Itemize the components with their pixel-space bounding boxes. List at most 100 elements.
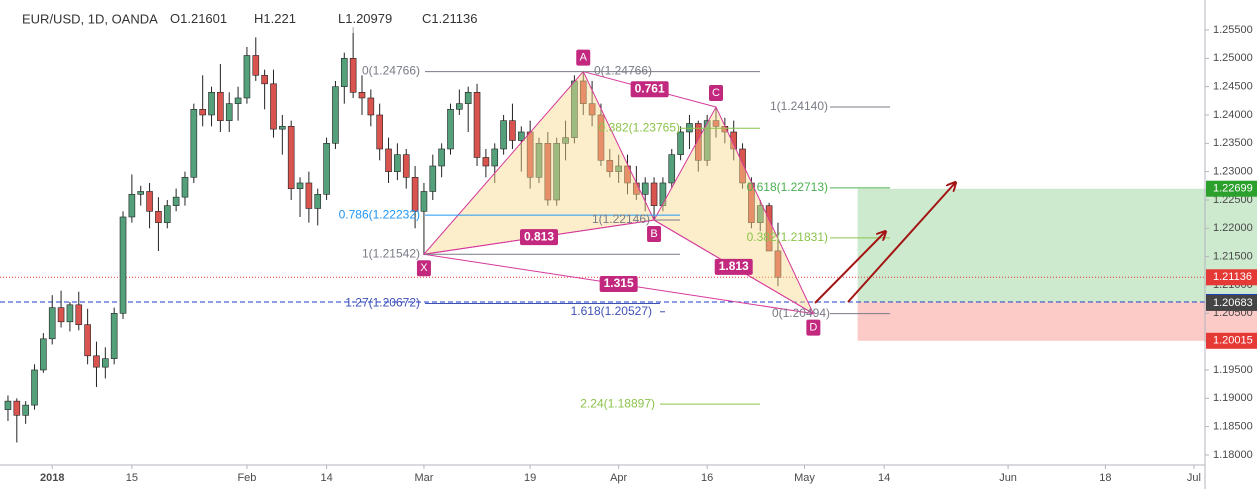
candle-body bbox=[75, 304, 83, 325]
ohlc-key: O bbox=[170, 11, 180, 26]
candle-body bbox=[402, 154, 410, 178]
y-tick-label: 1.24500 bbox=[1213, 81, 1253, 93]
point-label: D bbox=[809, 322, 817, 334]
point-box bbox=[806, 319, 821, 336]
candle-body bbox=[677, 131, 684, 155]
candle-body bbox=[624, 165, 631, 184]
ohlc-key: C bbox=[422, 11, 431, 26]
ohlc-key: H bbox=[254, 11, 263, 26]
candle-body bbox=[482, 157, 490, 167]
stop-zone bbox=[857, 301, 1257, 341]
ratio-box bbox=[599, 275, 638, 292]
x-tick-label: Jun bbox=[999, 472, 1017, 484]
price-label: 1.20683 bbox=[1213, 297, 1253, 309]
candle-body bbox=[756, 205, 764, 223]
ohlc-key: L bbox=[338, 11, 345, 26]
candle-body bbox=[606, 160, 614, 172]
candle-body bbox=[22, 404, 29, 416]
candle-body bbox=[217, 92, 224, 121]
candle-body bbox=[420, 191, 428, 212]
candle-body bbox=[349, 58, 357, 93]
y-tick-label: 1.22000 bbox=[1213, 222, 1253, 234]
x-tick-label: 14 bbox=[320, 472, 332, 484]
candle-body bbox=[473, 92, 481, 158]
candle-body bbox=[695, 123, 702, 161]
candle-body bbox=[774, 250, 782, 278]
candle-body bbox=[535, 143, 543, 178]
candle-body bbox=[119, 216, 127, 314]
point-label: C bbox=[712, 87, 720, 99]
candle-body bbox=[172, 196, 180, 206]
candle-body bbox=[128, 194, 136, 218]
ohlc-item: L1.20979 bbox=[338, 11, 392, 26]
fib-label: 1.618(1.20527) bbox=[571, 304, 652, 318]
candle-body bbox=[234, 97, 242, 104]
candle-body bbox=[509, 120, 516, 141]
ohlc-value: 1.20979 bbox=[345, 11, 392, 26]
fib-label: 0(1.24766) bbox=[594, 64, 652, 78]
plot: 0(1.24766) 0.786(1.22232) 1(1.21542) 1.27(1… bbox=[0, 27, 1257, 443]
point-label: B bbox=[650, 228, 657, 240]
candle-body bbox=[411, 177, 419, 212]
x-tick-label: 14 bbox=[878, 472, 890, 484]
fib-label: 1(1.22146) bbox=[592, 212, 650, 226]
candle-body bbox=[155, 211, 162, 223]
candle-body bbox=[137, 191, 145, 195]
fib-label: 0(1.20494) bbox=[772, 306, 830, 320]
candle-body bbox=[314, 194, 322, 209]
candle-body bbox=[110, 313, 118, 359]
ratio-box bbox=[630, 81, 669, 98]
candle-body bbox=[252, 55, 260, 76]
candle-body bbox=[597, 114, 605, 161]
ratio-label: 1.315 bbox=[604, 276, 634, 290]
ohlc-value: 1.21601 bbox=[180, 11, 227, 26]
candle-body bbox=[588, 103, 596, 116]
candle-body bbox=[376, 114, 383, 150]
candle-body bbox=[102, 358, 109, 368]
point-box bbox=[647, 226, 662, 243]
candle-body bbox=[243, 55, 251, 99]
ohlc-value: 1.21136 bbox=[431, 11, 477, 26]
candle-body bbox=[296, 182, 304, 189]
ohlc-value: 1.221 bbox=[263, 11, 296, 26]
candle-body bbox=[686, 123, 693, 133]
candle-body bbox=[544, 143, 552, 201]
candle-body bbox=[385, 148, 392, 172]
x-tick-label: 19 bbox=[524, 472, 536, 484]
fib-label: 2.24(1.18897) bbox=[580, 396, 655, 410]
fib-label: 0.786(1.22232) bbox=[339, 207, 420, 221]
candle-body bbox=[4, 400, 12, 410]
candle-body bbox=[491, 148, 499, 167]
candle-body bbox=[739, 148, 746, 184]
candle-body bbox=[340, 58, 348, 87]
candle-body bbox=[287, 126, 295, 189]
ratio-label: 0.813 bbox=[524, 229, 554, 243]
price-label-box bbox=[1206, 294, 1257, 311]
ohlc-item: C1.21136 bbox=[422, 11, 477, 26]
candle-body bbox=[31, 369, 38, 406]
point-label: A bbox=[580, 51, 588, 63]
point-box bbox=[416, 260, 431, 277]
fib-label: 0.382(1.23765) bbox=[599, 120, 680, 134]
price-label-box bbox=[1206, 269, 1257, 286]
y-tick-label: 1.25500 bbox=[1213, 24, 1253, 36]
candle-body bbox=[323, 143, 330, 195]
candle-body bbox=[429, 165, 437, 192]
candle-body bbox=[615, 165, 622, 172]
candle-body bbox=[208, 92, 215, 116]
x-tick-label: 15 bbox=[126, 472, 138, 484]
ratio-box bbox=[519, 229, 558, 246]
arrow bbox=[847, 183, 955, 303]
candle-body bbox=[500, 120, 507, 150]
x-tick-label: Mar bbox=[414, 472, 433, 484]
arrow bbox=[814, 232, 885, 304]
y-tick-label: 1.25000 bbox=[1213, 52, 1253, 64]
candle-body bbox=[579, 80, 587, 104]
x-tick-label: May bbox=[794, 472, 815, 484]
candle-body bbox=[199, 109, 206, 116]
candle-body bbox=[146, 191, 153, 212]
y-tick-label: 1.21500 bbox=[1213, 251, 1253, 263]
candle-body bbox=[84, 324, 91, 357]
